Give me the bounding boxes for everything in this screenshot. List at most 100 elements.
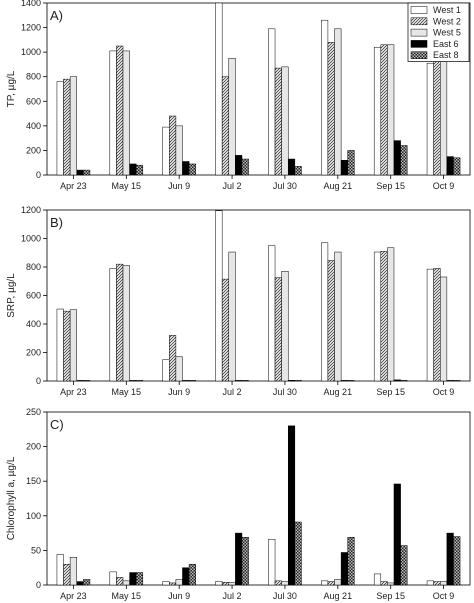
x-tick-label: Jul 2 bbox=[223, 181, 242, 191]
bar-west-5 bbox=[228, 581, 236, 586]
y-tick-label: 50 bbox=[31, 545, 41, 555]
bar-west-2 bbox=[169, 335, 177, 382]
bar-west-1 bbox=[373, 251, 382, 382]
y-tick-label: 0 bbox=[36, 170, 41, 180]
legend-label: West 1 bbox=[433, 5, 461, 15]
bar-west-1 bbox=[268, 28, 276, 176]
x-tick-label: Jul 30 bbox=[273, 387, 297, 397]
bar-west-5 bbox=[69, 557, 77, 586]
bar-east-6 bbox=[129, 163, 137, 176]
legend-label: East 8 bbox=[433, 50, 459, 60]
bar-east-8 bbox=[294, 166, 302, 176]
bar-west-2 bbox=[221, 278, 230, 382]
x-tick-label: Jul 2 bbox=[223, 387, 242, 397]
panel-label: A) bbox=[50, 8, 63, 23]
y-tick-label: 250 bbox=[26, 407, 41, 417]
legend-swatch bbox=[410, 28, 428, 37]
x-tick-label: May 15 bbox=[112, 387, 142, 397]
bar-west-5 bbox=[334, 28, 342, 176]
bar-west-2 bbox=[116, 263, 124, 382]
bar-west-1 bbox=[56, 81, 64, 176]
legend-swatch bbox=[410, 40, 428, 48]
bar-west-5 bbox=[440, 276, 448, 382]
bar-east-6 bbox=[76, 581, 84, 586]
x-tick-label: Jun 9 bbox=[168, 387, 190, 397]
bar-east-6 bbox=[235, 155, 243, 176]
x-tick-label: Apr 23 bbox=[60, 181, 87, 191]
y-axis-label: SRP, µg/L bbox=[6, 273, 17, 318]
bar-east-6 bbox=[340, 160, 348, 176]
bar-west-5 bbox=[334, 251, 342, 382]
bar-west-2 bbox=[274, 580, 282, 586]
y-tick-label: 800 bbox=[26, 262, 41, 272]
y-tick-label: 200 bbox=[26, 442, 41, 452]
bar-east-6 bbox=[76, 380, 84, 382]
bar-east-6 bbox=[287, 380, 296, 382]
y-tick-label: 600 bbox=[26, 96, 41, 106]
bar-east-6 bbox=[182, 567, 190, 586]
bar-east-8 bbox=[188, 380, 196, 382]
plot-frame bbox=[46, 2, 471, 176]
bar-east-8 bbox=[83, 579, 91, 586]
bar-east-8 bbox=[400, 545, 408, 586]
x-tick-label: Jul 2 bbox=[223, 591, 242, 601]
bar-west-1 bbox=[215, 2, 223, 176]
x-tick-label: Oct 9 bbox=[433, 591, 455, 601]
x-tick-label: Sep 15 bbox=[376, 387, 405, 397]
bar-west-1 bbox=[109, 50, 117, 176]
bar-west-2 bbox=[327, 42, 335, 176]
x-tick-label: Aug 21 bbox=[324, 591, 353, 601]
legend-swatch bbox=[410, 17, 428, 26]
bar-west-5 bbox=[281, 66, 289, 176]
bar-west-5 bbox=[281, 581, 289, 586]
bar-west-5 bbox=[122, 50, 130, 176]
x-tick-label: Jun 9 bbox=[168, 591, 190, 601]
bar-east-6 bbox=[76, 169, 84, 176]
x-tick-label: May 15 bbox=[112, 181, 142, 191]
bar-east-8 bbox=[347, 537, 355, 586]
bar-west-2 bbox=[380, 251, 388, 382]
legend-swatch bbox=[410, 51, 428, 59]
bar-west-2 bbox=[116, 577, 124, 586]
bar-east-6 bbox=[129, 572, 137, 586]
bar-west-5 bbox=[334, 579, 342, 586]
bar-west-2 bbox=[221, 76, 230, 176]
x-tick-label: Apr 23 bbox=[60, 387, 87, 397]
bar-west-5 bbox=[175, 125, 183, 176]
bar-west-2 bbox=[63, 78, 71, 176]
bar-west-5 bbox=[228, 251, 236, 382]
bar-west-5 bbox=[387, 44, 395, 176]
bar-west-5 bbox=[122, 580, 130, 586]
legend-swatch bbox=[410, 6, 428, 14]
bar-east-8 bbox=[241, 158, 249, 176]
bar-west-5 bbox=[228, 58, 236, 176]
bar-east-8 bbox=[83, 169, 91, 176]
bar-west-2 bbox=[433, 581, 441, 586]
bar-east-8 bbox=[347, 150, 355, 176]
x-tick-label: Sep 15 bbox=[376, 181, 405, 191]
x-tick-label: Sep 15 bbox=[376, 591, 405, 601]
y-tick-label: 1400 bbox=[21, 0, 41, 8]
bar-west-2 bbox=[63, 310, 71, 382]
y-tick-label: 1200 bbox=[21, 23, 41, 33]
bar-west-1 bbox=[268, 539, 276, 586]
bar-west-2 bbox=[274, 67, 282, 176]
x-tick-label: Aug 21 bbox=[324, 387, 353, 397]
legend-label: East 6 bbox=[433, 39, 459, 49]
bar-east-6 bbox=[340, 380, 348, 382]
bar-west-5 bbox=[122, 265, 130, 382]
x-tick-label: Oct 9 bbox=[433, 387, 455, 397]
y-tick-label: 150 bbox=[26, 476, 41, 486]
y-tick-label: 1000 bbox=[21, 234, 41, 244]
y-tick-label: 200 bbox=[26, 145, 41, 155]
bar-east-8 bbox=[400, 380, 408, 382]
bar-west-5 bbox=[440, 581, 448, 586]
bar-east-8 bbox=[400, 145, 408, 176]
bar-west-1 bbox=[426, 62, 434, 176]
bar-east-8 bbox=[347, 380, 355, 382]
bar-west-5 bbox=[175, 579, 183, 586]
bar-west-1 bbox=[321, 580, 329, 586]
bar-west-1 bbox=[162, 581, 170, 586]
bar-east-6 bbox=[340, 552, 348, 586]
